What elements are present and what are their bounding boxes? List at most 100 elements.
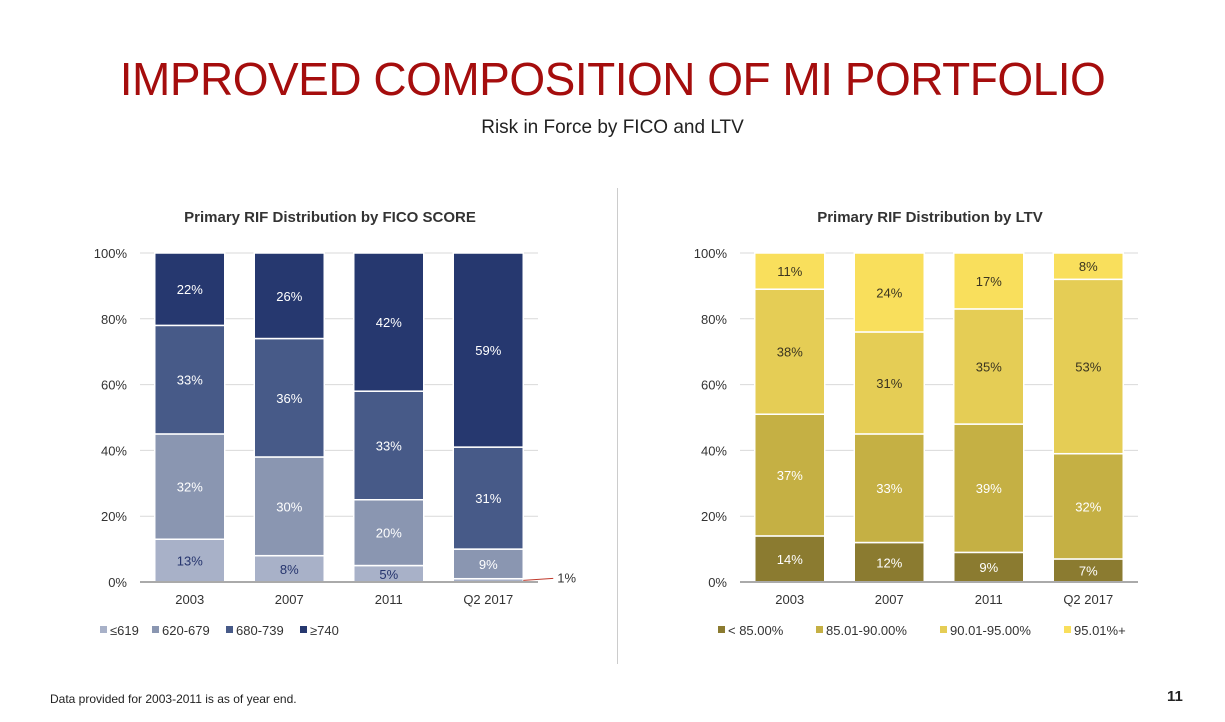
y-tick-label: 40%: [701, 443, 727, 458]
y-tick-label: 100%: [94, 246, 128, 261]
legend-label: 680-739: [236, 623, 284, 638]
y-tick-label: 60%: [101, 378, 127, 393]
slide-title: IMPROVED COMPOSITION OF MI PORTFOLIO: [119, 53, 1106, 105]
data-label: 20%: [376, 526, 402, 541]
divider: [617, 188, 618, 664]
y-tick-label: 100%: [694, 246, 728, 261]
legend-label: 90.01-95.00%: [950, 623, 1031, 638]
data-label: 59%: [475, 343, 501, 358]
bar-segment: [754, 535, 826, 583]
slide-subtitle: Risk in Force by FICO and LTV: [481, 117, 744, 138]
page-number: 11: [1167, 688, 1183, 705]
bar-segment: [1052, 252, 1124, 281]
data-label: 33%: [876, 481, 902, 496]
data-label: 33%: [376, 438, 402, 453]
chart-title: Primary RIF Distribution by LTV: [817, 209, 1043, 226]
callout-line: [523, 577, 554, 581]
x-tick-label: 2011: [375, 592, 403, 607]
data-label: 1%: [557, 570, 576, 585]
bar-segment: [452, 446, 524, 550]
data-label: 9%: [979, 560, 998, 575]
legend-swatch: [1064, 626, 1071, 633]
footnote: Data provided for 2003-2011 is as of yea…: [50, 692, 297, 706]
data-label: 14%: [777, 552, 803, 567]
data-label: 32%: [177, 480, 203, 495]
y-tick-label: 80%: [701, 312, 727, 327]
y-tick-label: 60%: [701, 378, 727, 393]
data-label: 31%: [475, 491, 501, 506]
y-tick-label: 0%: [108, 575, 127, 590]
legend-label: 95.01%+: [1074, 623, 1126, 638]
y-tick-label: 40%: [101, 443, 127, 458]
data-label: 53%: [1075, 360, 1101, 375]
data-label: 7%: [1079, 563, 1098, 578]
data-label: 38%: [777, 345, 803, 360]
legend-swatch: [100, 626, 107, 633]
bar-segment: [1052, 452, 1124, 560]
data-label: 11%: [777, 264, 802, 279]
legend-label: 620-679: [162, 623, 210, 638]
y-tick-label: 20%: [701, 509, 727, 524]
y-tick-label: 80%: [101, 312, 127, 327]
data-label: 32%: [1075, 499, 1101, 514]
data-label: 8%: [280, 562, 299, 577]
data-label: 35%: [976, 360, 1002, 375]
data-label: 26%: [276, 289, 302, 304]
data-label: 39%: [976, 481, 1002, 496]
data-label: 36%: [276, 391, 302, 406]
bar-segment: [754, 413, 826, 537]
legend-swatch: [300, 626, 307, 633]
fico-chart: Primary RIF Distribution by FICO SCORE 0%…: [94, 209, 577, 638]
legend-label: < 85.00%: [728, 623, 784, 638]
bar-segment: [253, 252, 325, 340]
legend-swatch: [718, 626, 725, 633]
data-label: 13%: [177, 554, 203, 569]
data-label: 31%: [876, 376, 902, 391]
bar-segment: [353, 252, 425, 392]
bar-segment: [154, 538, 226, 583]
x-tick-label: 2007: [275, 592, 304, 607]
x-tick-label: 2007: [875, 592, 904, 607]
legend-swatch: [816, 626, 823, 633]
bar-segment: [754, 252, 826, 290]
bar-segment: [154, 433, 226, 540]
data-label: 22%: [177, 282, 203, 297]
bar-segment: [853, 433, 925, 544]
data-label: 30%: [276, 499, 302, 514]
x-tick-label: 2003: [775, 592, 804, 607]
bar-segment: [853, 331, 925, 435]
data-label: 33%: [177, 373, 203, 388]
bar-segment: [754, 288, 826, 415]
data-label: 17%: [976, 274, 1002, 289]
legend-swatch: [940, 626, 947, 633]
x-tick-label: Q2 2017: [463, 592, 513, 607]
chart-title: Primary RIF Distribution by FICO SCORE: [184, 209, 476, 226]
bar-segment: [353, 499, 425, 567]
legend-swatch: [152, 626, 159, 633]
x-tick-label: 2011: [975, 592, 1003, 607]
data-label: 42%: [376, 315, 402, 330]
data-label: 24%: [876, 285, 902, 300]
bar-segment: [154, 252, 226, 327]
bar-segment: [253, 337, 325, 458]
legend-label: ≥740: [310, 623, 339, 638]
x-tick-label: Q2 2017: [1063, 592, 1113, 607]
data-label: 12%: [876, 555, 902, 570]
bar-segment: [953, 252, 1025, 310]
data-label: 9%: [479, 557, 498, 572]
ltv-chart: Primary RIF Distribution by LTV 0% 20% 40% 6…: [694, 209, 1138, 638]
x-tick-label: 2003: [175, 592, 204, 607]
bar-segment: [853, 252, 925, 333]
bar-segment: [353, 390, 425, 501]
bar-segment: [1052, 278, 1124, 455]
y-tick-label: 20%: [101, 509, 127, 524]
y-tick-label: 0%: [708, 575, 727, 590]
bar-segment: [452, 252, 524, 448]
data-label: 37%: [777, 468, 803, 483]
legend-label: ≤619: [110, 623, 139, 638]
legend-label: 85.01-90.00%: [826, 623, 907, 638]
legend-swatch: [226, 626, 233, 633]
data-label: 5%: [379, 567, 398, 582]
data-label: 8%: [1079, 259, 1098, 274]
